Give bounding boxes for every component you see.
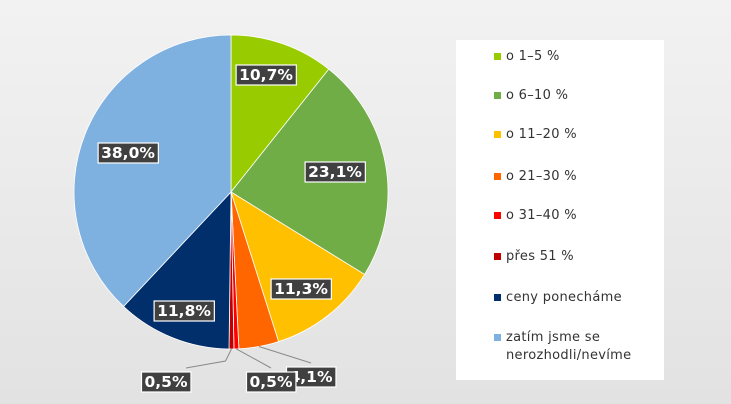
data-label-1: 10,7% [235,64,297,86]
data-label-text: 11,8% [157,302,211,320]
legend-item-7: ceny ponecháme [494,289,662,307]
data-label-box [97,142,159,164]
data-label-2: 23,1% [304,161,366,183]
legend-swatch-icon [494,253,501,260]
legend-swatch-icon [494,334,501,341]
legend-swatch-icon [494,212,501,219]
data-label-text: 0,5% [145,373,188,391]
legend-swatch-icon [494,131,501,138]
legend: o 1–5 % o 6–10 % o 11–20 % o 21–30 % o 3… [456,40,664,380]
legend-swatch-icon [494,53,501,60]
data-label-text: 4,1% [290,368,333,386]
legend-item-1: o 1–5 % [494,48,662,66]
legend-swatch-icon [494,173,501,180]
data-label-text: 38,0% [101,144,155,162]
legend-label: o 11–20 % [506,127,577,142]
data-label-5: 0,5% [245,371,297,393]
data-label-box [140,371,192,393]
leader-line [258,346,312,364]
pie-slice-3 [230,191,366,343]
legend-label: o 6–10 % [506,88,569,103]
legend-label: zatím jsme se nerozhodli/nevíme [506,330,632,363]
data-label-7: 11,8% [153,300,215,322]
data-label-text: 11,3% [274,280,328,298]
legend-label: o 31–40 % [506,208,577,223]
leader-line [236,348,272,369]
data-label-6: 0,5% [140,371,192,393]
legend-label: o 21–30 % [506,169,577,184]
data-label-3: 11,3% [270,278,332,300]
legend-label: přes 51 % [506,249,574,264]
legend-item-8: zatím jsme se nerozhodli/nevíme [494,329,662,365]
data-label-8: 38,0% [97,142,159,164]
legend-swatch-icon [494,92,501,99]
pie-slice-8 [73,34,232,308]
data-label-text: 10,7% [239,66,293,84]
legend-swatch-icon [494,294,501,301]
legend-item-5: o 31–40 % [494,207,662,225]
data-label-4: 4,1% [285,366,337,388]
data-label-text: 23,1% [308,163,362,181]
legend-item-2: o 6–10 % [494,87,662,105]
legend-item-3: o 11–20 % [494,126,662,144]
leader-line [185,348,232,369]
data-label-box [153,300,215,322]
data-label-box [235,64,297,86]
data-label-box [270,278,332,300]
data-label-text: 0,5% [250,373,293,391]
data-label-box [304,161,366,183]
legend-item-4: o 21–30 % [494,168,662,186]
legend-label: ceny ponecháme [506,290,622,305]
legend-item-6: přes 51 % [494,248,662,266]
legend-label: o 1–5 % [506,49,560,64]
data-label-box [245,371,297,393]
